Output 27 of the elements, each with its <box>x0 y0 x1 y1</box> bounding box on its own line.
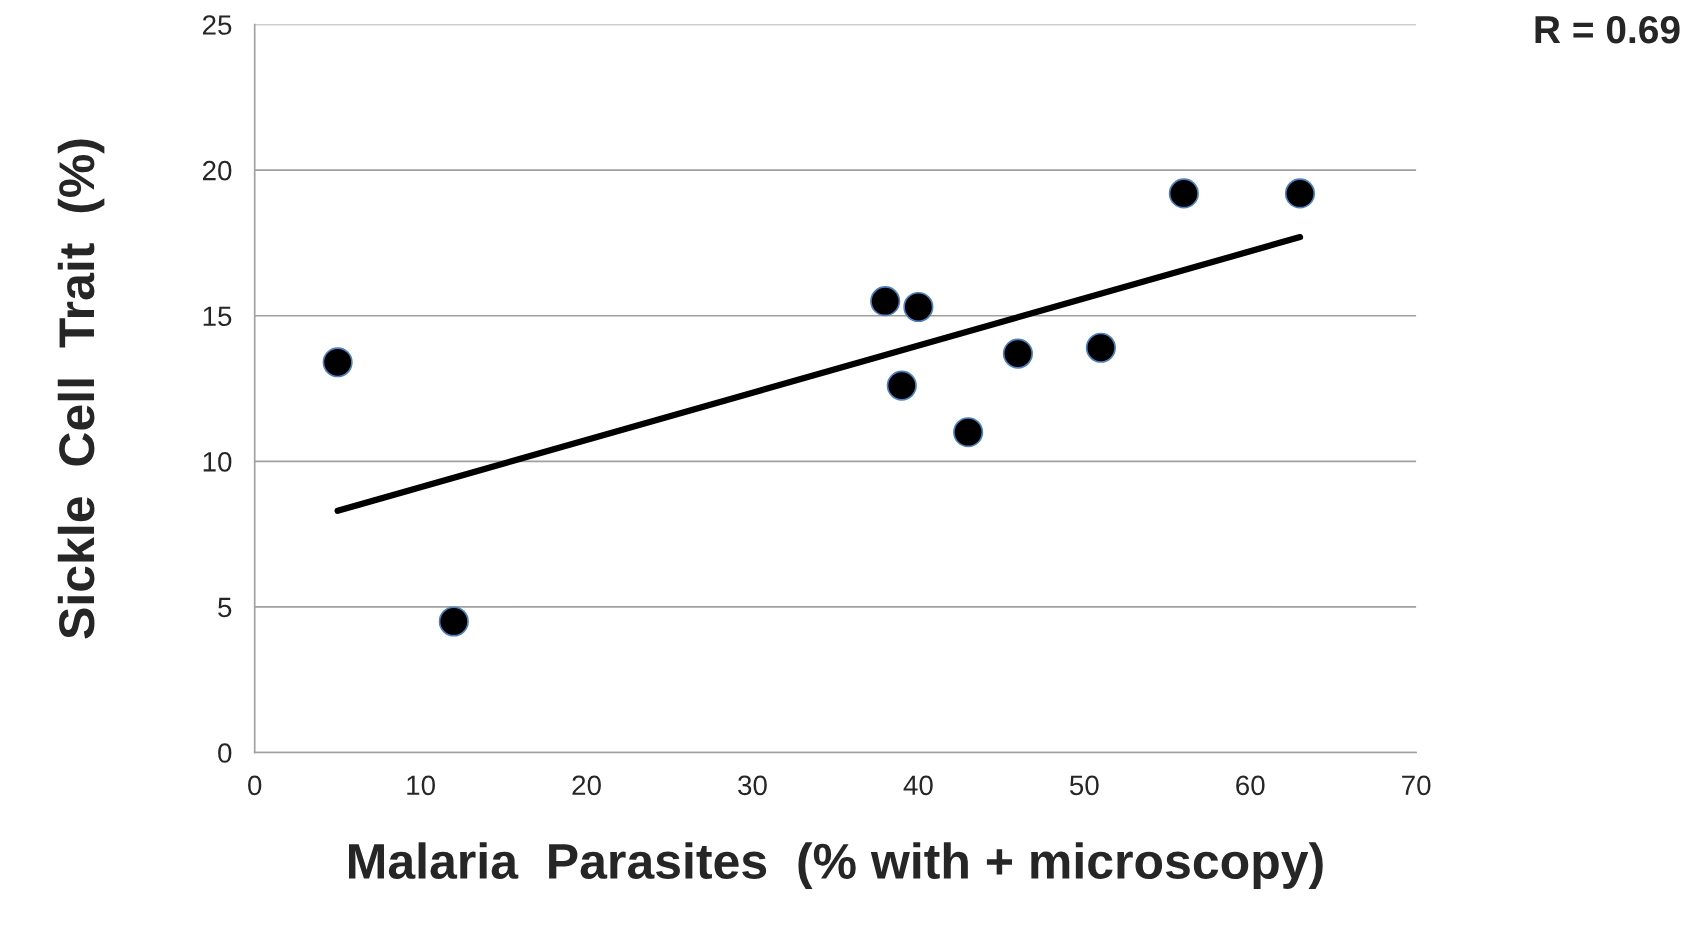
point <box>1002 338 1033 369</box>
x-tick-label: 30 <box>738 775 767 796</box>
point <box>1284 178 1316 209</box>
x-tick-label: 70 <box>1402 775 1431 796</box>
point <box>1168 178 1199 209</box>
x-tick-label: 0 <box>248 775 262 796</box>
x-tick-label: 40 <box>903 775 933 796</box>
y-tick-label: 20 <box>202 160 232 181</box>
x-tick-label: 50 <box>1069 775 1099 796</box>
y-tick-label: 5 <box>218 597 232 618</box>
x-axis-title: Malaria Parasites (% with + microscopy) <box>349 842 1323 889</box>
text: R = 0.69 <box>1535 15 1680 44</box>
point <box>886 370 917 401</box>
point <box>438 606 469 637</box>
point <box>870 286 901 317</box>
point <box>903 291 934 323</box>
point <box>953 417 984 448</box>
y-tick-label: 10 <box>203 451 232 472</box>
point <box>1085 332 1116 363</box>
y-axis-title: Sickle Cell Trait (%) <box>57 139 105 639</box>
x-tick-label: 20 <box>572 775 601 796</box>
y-tick-label: 0 <box>218 743 232 763</box>
x-tick-label: 10 <box>407 775 435 796</box>
y-tick-label: 25 <box>202 15 232 35</box>
point <box>322 347 353 378</box>
y-tick-label: 15 <box>203 306 232 327</box>
x-tick-label: 60 <box>1236 775 1265 796</box>
